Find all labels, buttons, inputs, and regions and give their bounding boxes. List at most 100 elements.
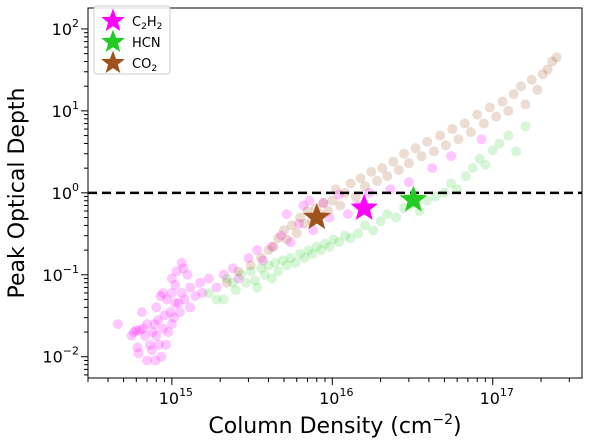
scatter-point-co2: [508, 89, 519, 100]
scatter-point-c2h2: [252, 245, 263, 256]
y-tick-label: 10−1: [42, 263, 79, 285]
scatter-point-c2h2: [166, 319, 177, 330]
scatter-point-hcn: [290, 257, 301, 268]
y-tick-label: 100: [52, 181, 79, 203]
scatter-point-co2: [256, 253, 267, 264]
scatter-point-c2h2: [157, 287, 168, 298]
marker-stars-layer: [303, 185, 428, 230]
scatter-point-co2: [291, 228, 302, 239]
scatter-point-co2: [279, 225, 290, 236]
scatter-point-hcn: [520, 121, 531, 132]
plot-frame: [87, 7, 583, 379]
scatter-point-c2h2: [211, 282, 222, 293]
scatter-point-co2: [526, 74, 537, 85]
scatter-point-co2: [547, 56, 558, 67]
scatter-point-c2h2: [170, 298, 181, 309]
scatter-point-co2: [440, 140, 451, 151]
scatter-point-hcn: [467, 163, 478, 174]
scatter-point-c2h2: [165, 307, 176, 318]
scatter-point-hcn: [319, 238, 330, 249]
scatter-point-c2h2: [446, 151, 457, 162]
scatter-point-c2h2: [298, 200, 309, 211]
scatter-point-hcn: [422, 195, 433, 206]
scatter-point-hcn: [333, 237, 344, 248]
scatter-point-co2: [382, 171, 393, 182]
star-marker-hcn: [399, 185, 428, 212]
scatter-point-c2h2: [476, 134, 487, 145]
x-tick-label: 1016: [319, 386, 353, 408]
scatter-point-c2h2: [153, 339, 164, 350]
scatter-point-hcn: [252, 282, 263, 293]
scatter-point-c2h2: [304, 195, 315, 206]
scatter-point-hcn: [263, 260, 274, 271]
scatter-point-hcn: [273, 266, 284, 277]
scatter-point-c2h2: [146, 345, 157, 356]
scatter-point-hcn: [446, 178, 457, 189]
scatter-point-c2h2: [134, 325, 145, 336]
scatter-point-hcn: [324, 241, 335, 252]
scatter-point-c2h2: [342, 209, 353, 220]
scatter-point-hcn: [295, 248, 306, 259]
scatter-point-hcn: [203, 287, 214, 298]
scatter-point-c2h2: [170, 280, 181, 291]
scatter-point-co2: [327, 195, 338, 206]
scatter-point-c2h2: [178, 263, 189, 274]
scatter-point-co2: [345, 178, 356, 189]
scatter-point-co2: [459, 118, 470, 129]
scatter-point-c2h2: [151, 330, 162, 341]
scatter-point-co2: [422, 136, 433, 147]
scatter-point-c2h2: [185, 282, 196, 293]
x-axis-label-sup: −2: [432, 412, 453, 428]
scatter-point-c2h2: [227, 263, 238, 274]
scatter-point-c2h2: [218, 269, 229, 280]
scatter-point-hcn: [340, 230, 351, 241]
scatter-point-c2h2: [155, 291, 166, 302]
scatter-point-co2: [268, 241, 279, 252]
scatter-point-c2h2: [258, 255, 269, 266]
legend-star-hcn: [101, 29, 125, 53]
scatter-point-co2: [465, 127, 476, 138]
scatter-point-c2h2: [176, 257, 187, 268]
scatter-point-c2h2: [112, 319, 123, 330]
scatter-point-co2: [273, 233, 284, 244]
scatter-point-hcn: [307, 248, 318, 259]
scatter-point-c2h2: [151, 302, 162, 313]
scatter-point-co2: [435, 130, 446, 141]
x-tick-label: 1015: [159, 386, 193, 408]
scatter-point-co2: [366, 166, 377, 177]
scatter-point-c2h2: [294, 218, 305, 229]
scatter-point-co2: [372, 175, 383, 186]
scatter-point-hcn: [316, 245, 326, 256]
scatter-point-hcn: [230, 285, 241, 296]
scatter-point-c2h2: [174, 307, 185, 318]
scatter-point-hcn: [391, 212, 402, 223]
scatter-point-c2h2: [285, 237, 296, 248]
scatter-point-co2: [497, 96, 508, 107]
scatter-point-hcn: [360, 220, 371, 231]
scatter-point-c2h2: [179, 294, 190, 305]
scatter-point-co2: [318, 198, 329, 209]
scatter-point-co2: [245, 260, 256, 271]
x-tick-label: 1017: [480, 386, 514, 408]
scatter-points-layer: [112, 52, 562, 366]
scatter-point-co2: [551, 52, 562, 63]
scatter-point-hcn: [328, 234, 339, 245]
scatter-point-co2: [388, 156, 399, 167]
scatter-point-c2h2: [131, 325, 142, 336]
scatter-point-c2h2: [147, 327, 158, 338]
scatter-point-c2h2: [195, 277, 206, 288]
y-ticks: 10−2 10−1 100 101 102: [42, 17, 88, 376]
scatter-point-c2h2: [276, 230, 287, 241]
scatter-point-co2: [221, 277, 232, 288]
scatter-point-c2h2: [159, 310, 170, 321]
scatter-point-c2h2: [176, 287, 187, 298]
scatter-point-c2h2: [233, 273, 244, 284]
scatter-point-hcn: [480, 159, 491, 170]
scatter-point-hcn: [236, 269, 247, 280]
scatter-point-c2h2: [197, 287, 208, 298]
scatter-point-co2: [281, 234, 292, 245]
scatter-point-c2h2: [318, 198, 329, 209]
scatter-point-co2: [542, 64, 553, 75]
scatter-point-hcn: [345, 233, 356, 244]
legend-star-co2: [101, 50, 125, 74]
